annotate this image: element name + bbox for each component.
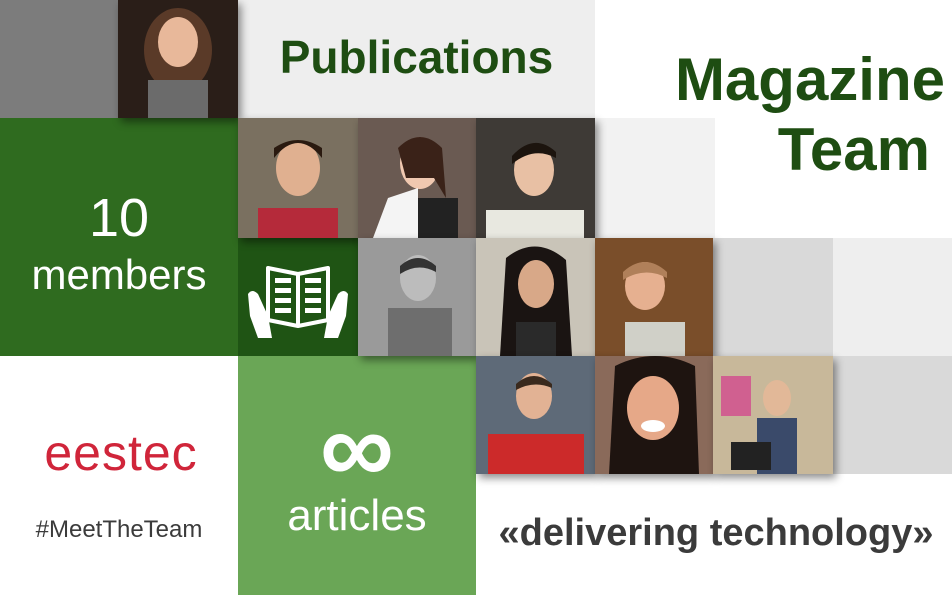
page-title-line2: Team <box>777 116 930 183</box>
bg-tile <box>833 356 952 474</box>
slogan: «delivering technology» <box>498 512 934 554</box>
articles-block <box>238 356 476 595</box>
eestec-logo-text: eestec <box>44 425 198 481</box>
articles-label: articles <box>287 491 427 540</box>
members-count: 10 <box>88 188 150 248</box>
bg-tile <box>238 0 595 118</box>
bg-tile <box>0 0 118 118</box>
member-photo <box>238 118 358 238</box>
member-photo <box>595 356 713 474</box>
hashtag: #MeetTheTeam <box>35 516 203 543</box>
publications-heading: Publications <box>279 31 554 83</box>
eestec-logo: eestec <box>26 406 216 496</box>
member-photo <box>476 118 595 238</box>
bg-tile <box>595 118 715 238</box>
member-photo <box>713 356 833 474</box>
bg-tile <box>713 238 833 356</box>
page-title-line1: Magazine <box>674 46 945 113</box>
member-photo <box>118 0 238 118</box>
member-photo <box>358 238 476 356</box>
member-photo <box>476 238 595 356</box>
open-magazine-hands-icon <box>246 254 350 340</box>
member-photo <box>358 118 476 238</box>
member-photo <box>595 238 713 356</box>
bg-tile <box>833 238 952 356</box>
member-photo <box>476 356 595 474</box>
members-block <box>0 118 238 356</box>
infinity-icon: ∞ <box>319 390 395 506</box>
members-label: members <box>31 251 207 298</box>
